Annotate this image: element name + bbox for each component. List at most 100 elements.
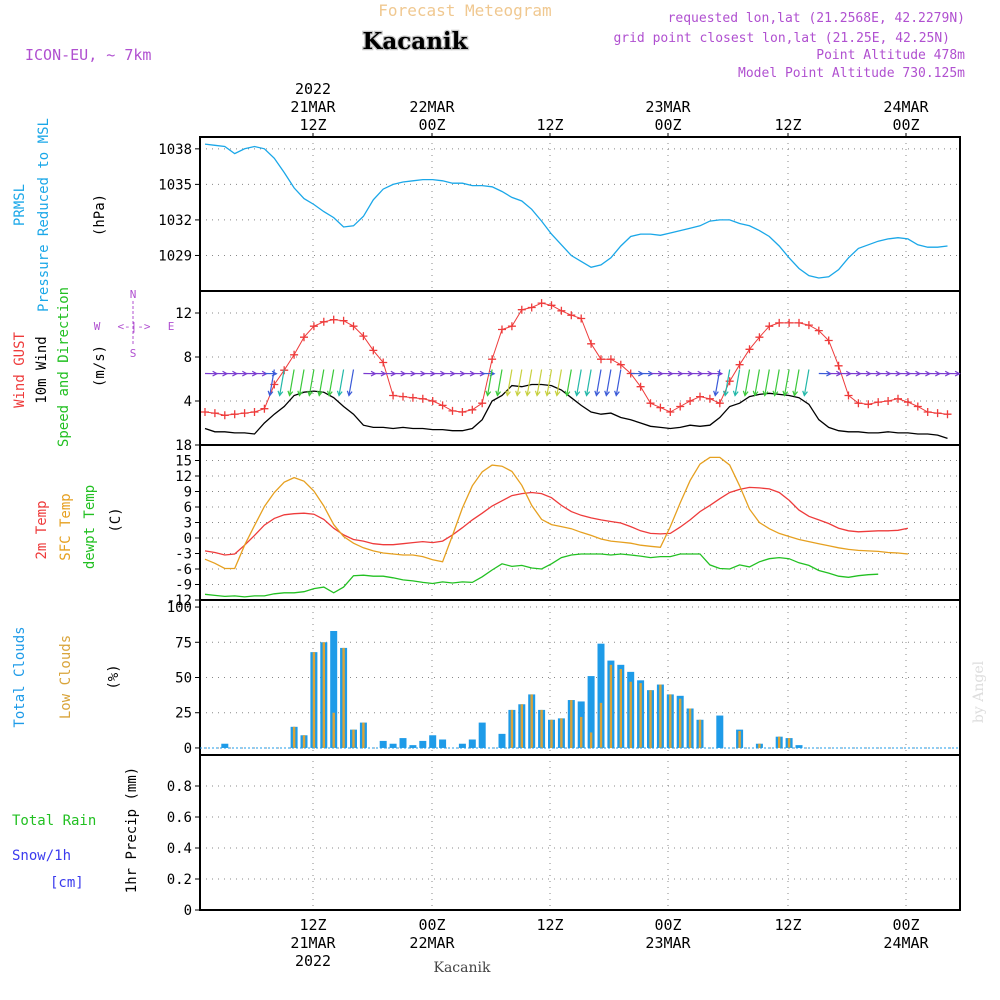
wind-arrow — [269, 369, 275, 396]
wind-arrow-head — [317, 390, 323, 397]
precip-axis-titles: Total Rain Snow/1h [cm] 1hr Precip (mm) — [12, 767, 140, 893]
gust-point — [814, 326, 823, 335]
wind-subtitle: Speed and Direction — [56, 287, 72, 447]
top-time-label: 12Z — [299, 116, 326, 134]
low-cloud-bar — [570, 700, 573, 748]
gust-point — [240, 409, 249, 418]
location-title: Kacanik — [362, 28, 468, 55]
top-time-label: 21MAR — [290, 98, 336, 116]
gust-point — [884, 397, 893, 405]
compass-mid: <-|-> — [117, 320, 150, 333]
wind-arrow-head — [485, 390, 492, 397]
total-cloud-bar — [587, 676, 595, 748]
total-clouds-title: Total Clouds — [12, 626, 28, 727]
wind-arrow — [348, 369, 355, 396]
ytick-label: 8 — [184, 350, 192, 366]
ytick-label: 50 — [175, 671, 192, 687]
ytick-label: 4 — [184, 394, 192, 410]
ytick-label: -6 — [175, 562, 192, 578]
bottom-time-label: 12Z — [774, 916, 801, 934]
top-time-label: 23MAR — [645, 98, 691, 116]
wind-arrow-head — [713, 390, 719, 397]
wind-arrow — [615, 369, 622, 396]
wind-arrow-head — [326, 390, 333, 397]
wind-arrow-head — [287, 390, 294, 397]
ytick-label: 0 — [184, 531, 192, 547]
ytick-label: 25 — [175, 706, 192, 722]
gust-point — [587, 339, 596, 348]
wind-arrow-head — [524, 390, 531, 397]
total-rain-label: Total Rain — [12, 813, 96, 829]
gust-point — [765, 322, 774, 331]
low-cloud-bar — [659, 684, 662, 748]
wind-arrow-head — [732, 390, 739, 397]
ytick-label: 0.8 — [167, 779, 192, 795]
low-cloud-bar — [302, 735, 306, 748]
gust-title: Wind GUST — [12, 332, 28, 408]
ytick-label: -12 — [167, 593, 192, 609]
wind-arrow-head — [762, 390, 769, 397]
wind-arrow-head — [722, 390, 729, 397]
ytick-label: 75 — [175, 635, 192, 651]
dewpt-title: dewpt Temp — [82, 485, 98, 569]
low-cloud-bar — [362, 722, 365, 748]
wind-arrow-head — [267, 390, 274, 397]
total-cloud-bar — [439, 739, 447, 748]
sfc-title: SFC Temp — [58, 493, 74, 560]
gust-point — [339, 316, 348, 325]
wind-arrow — [496, 369, 503, 396]
cloud-unit: (%) — [106, 664, 122, 689]
gust-point — [567, 311, 576, 320]
total-cloud-bar — [458, 743, 466, 748]
ytick-label: 3 — [184, 516, 192, 532]
top-time-label: 00Z — [654, 116, 681, 134]
top-time-label: 24MAR — [883, 98, 929, 116]
gust-point — [903, 398, 912, 407]
model-label: ICON-EU, ~ 7km — [25, 46, 151, 64]
gust-point — [309, 322, 318, 331]
pressure-unit: (hPa) — [92, 194, 108, 236]
requested-coords: requested lon,lat (21.2568E, 42.2279N) — [668, 11, 965, 26]
compass-w: W — [94, 320, 101, 333]
wind-arrow — [803, 369, 810, 396]
ytick-label: 18 — [175, 438, 192, 454]
gust-point — [527, 303, 536, 312]
bottom-time-label: 12Z — [299, 916, 326, 934]
gust-point — [666, 408, 675, 416]
wind-arrow-head — [792, 390, 799, 397]
gust-point — [824, 336, 833, 345]
ytick-label: 1029 — [158, 248, 192, 264]
bottom-time-label: 00Z — [418, 916, 445, 934]
total-cloud-bar — [221, 743, 229, 748]
gust-point — [319, 317, 328, 326]
panel-4: 0 0.2 0.4 0.6 0.8 — [167, 754, 961, 919]
model-altitude: Model Point Altitude 730.125m — [738, 66, 965, 81]
gust-point — [408, 393, 417, 402]
gust-point — [696, 392, 704, 401]
snow-label: Snow/1h — [12, 848, 71, 864]
pressure-axis-titles: PRMSL Pressure Reduced to MSL (hPa) — [12, 118, 108, 312]
low-cloud-bar — [332, 712, 335, 748]
top-time-label: 22MAR — [409, 98, 455, 116]
top-time-label: 12Z — [774, 116, 801, 134]
low-cloud-bar — [787, 738, 791, 748]
wind-arrow-head — [742, 390, 749, 397]
gust-point — [804, 321, 813, 330]
wind-arrow-head — [584, 390, 591, 397]
gust-point — [379, 358, 388, 367]
wind-arrow — [526, 369, 533, 396]
gust-point — [597, 355, 605, 364]
total-cloud-bar — [716, 715, 724, 748]
gust-point — [725, 377, 734, 386]
wind-arrow-head — [505, 390, 511, 397]
credit-label: by Angel — [971, 660, 987, 723]
low-cloud-bar — [560, 718, 563, 748]
low-cloud-bar — [758, 743, 761, 748]
pressure-line — [204, 143, 948, 279]
gust-point — [686, 397, 695, 405]
gust-point — [260, 404, 269, 413]
bottom-time-label: 12Z — [536, 916, 563, 934]
low-cloud-bar — [738, 731, 741, 748]
wind-arrow — [605, 369, 612, 396]
total-cloud-bar — [419, 740, 427, 748]
